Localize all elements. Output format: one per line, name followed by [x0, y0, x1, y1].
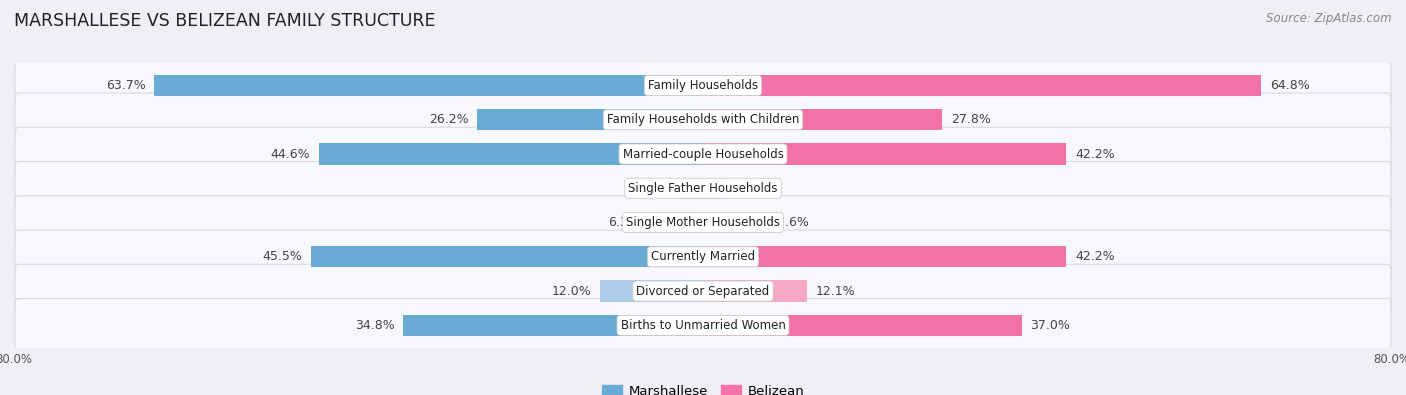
Bar — [478, 109, 703, 130]
FancyBboxPatch shape — [15, 162, 1391, 215]
Text: 7.6%: 7.6% — [778, 216, 808, 229]
FancyBboxPatch shape — [15, 127, 1391, 181]
Text: 37.0%: 37.0% — [1031, 319, 1070, 332]
Text: Family Households with Children: Family Households with Children — [607, 113, 799, 126]
Text: 26.2%: 26.2% — [429, 113, 468, 126]
Bar — [703, 246, 1066, 267]
Bar — [648, 212, 703, 233]
Text: 2.6%: 2.6% — [734, 182, 766, 195]
Text: MARSHALLESE VS BELIZEAN FAMILY STRUCTURE: MARSHALLESE VS BELIZEAN FAMILY STRUCTURE — [14, 12, 436, 30]
Bar — [703, 178, 725, 199]
FancyBboxPatch shape — [15, 93, 1391, 147]
Text: Currently Married: Currently Married — [651, 250, 755, 263]
Text: 27.8%: 27.8% — [950, 113, 991, 126]
Text: 12.0%: 12.0% — [551, 284, 591, 297]
Text: Single Father Households: Single Father Households — [628, 182, 778, 195]
Bar — [682, 178, 703, 199]
Text: 42.2%: 42.2% — [1076, 250, 1115, 263]
Bar — [155, 75, 703, 96]
Bar — [703, 143, 1066, 165]
Text: 63.7%: 63.7% — [105, 79, 146, 92]
Text: 34.8%: 34.8% — [354, 319, 395, 332]
FancyBboxPatch shape — [15, 230, 1391, 284]
Text: 6.3%: 6.3% — [609, 216, 640, 229]
FancyBboxPatch shape — [15, 264, 1391, 318]
Text: 42.2%: 42.2% — [1076, 147, 1115, 160]
Text: 2.4%: 2.4% — [643, 182, 673, 195]
Bar — [703, 315, 1022, 336]
Text: 45.5%: 45.5% — [263, 250, 302, 263]
Bar — [703, 280, 807, 302]
Bar — [599, 280, 703, 302]
FancyBboxPatch shape — [15, 299, 1391, 352]
Bar — [703, 75, 1261, 96]
Bar — [703, 109, 942, 130]
Text: Family Households: Family Households — [648, 79, 758, 92]
Text: Single Mother Households: Single Mother Households — [626, 216, 780, 229]
Bar — [311, 246, 703, 267]
Bar — [319, 143, 703, 165]
FancyBboxPatch shape — [15, 196, 1391, 249]
Text: 44.6%: 44.6% — [271, 147, 311, 160]
Text: Married-couple Households: Married-couple Households — [623, 147, 783, 160]
Text: Divorced or Separated: Divorced or Separated — [637, 284, 769, 297]
Bar — [404, 315, 703, 336]
Text: Source: ZipAtlas.com: Source: ZipAtlas.com — [1267, 12, 1392, 25]
Text: Births to Unmarried Women: Births to Unmarried Women — [620, 319, 786, 332]
FancyBboxPatch shape — [15, 59, 1391, 112]
Text: 64.8%: 64.8% — [1270, 79, 1309, 92]
Legend: Marshallese, Belizean: Marshallese, Belizean — [596, 380, 810, 395]
Bar — [703, 212, 769, 233]
Text: 12.1%: 12.1% — [815, 284, 855, 297]
